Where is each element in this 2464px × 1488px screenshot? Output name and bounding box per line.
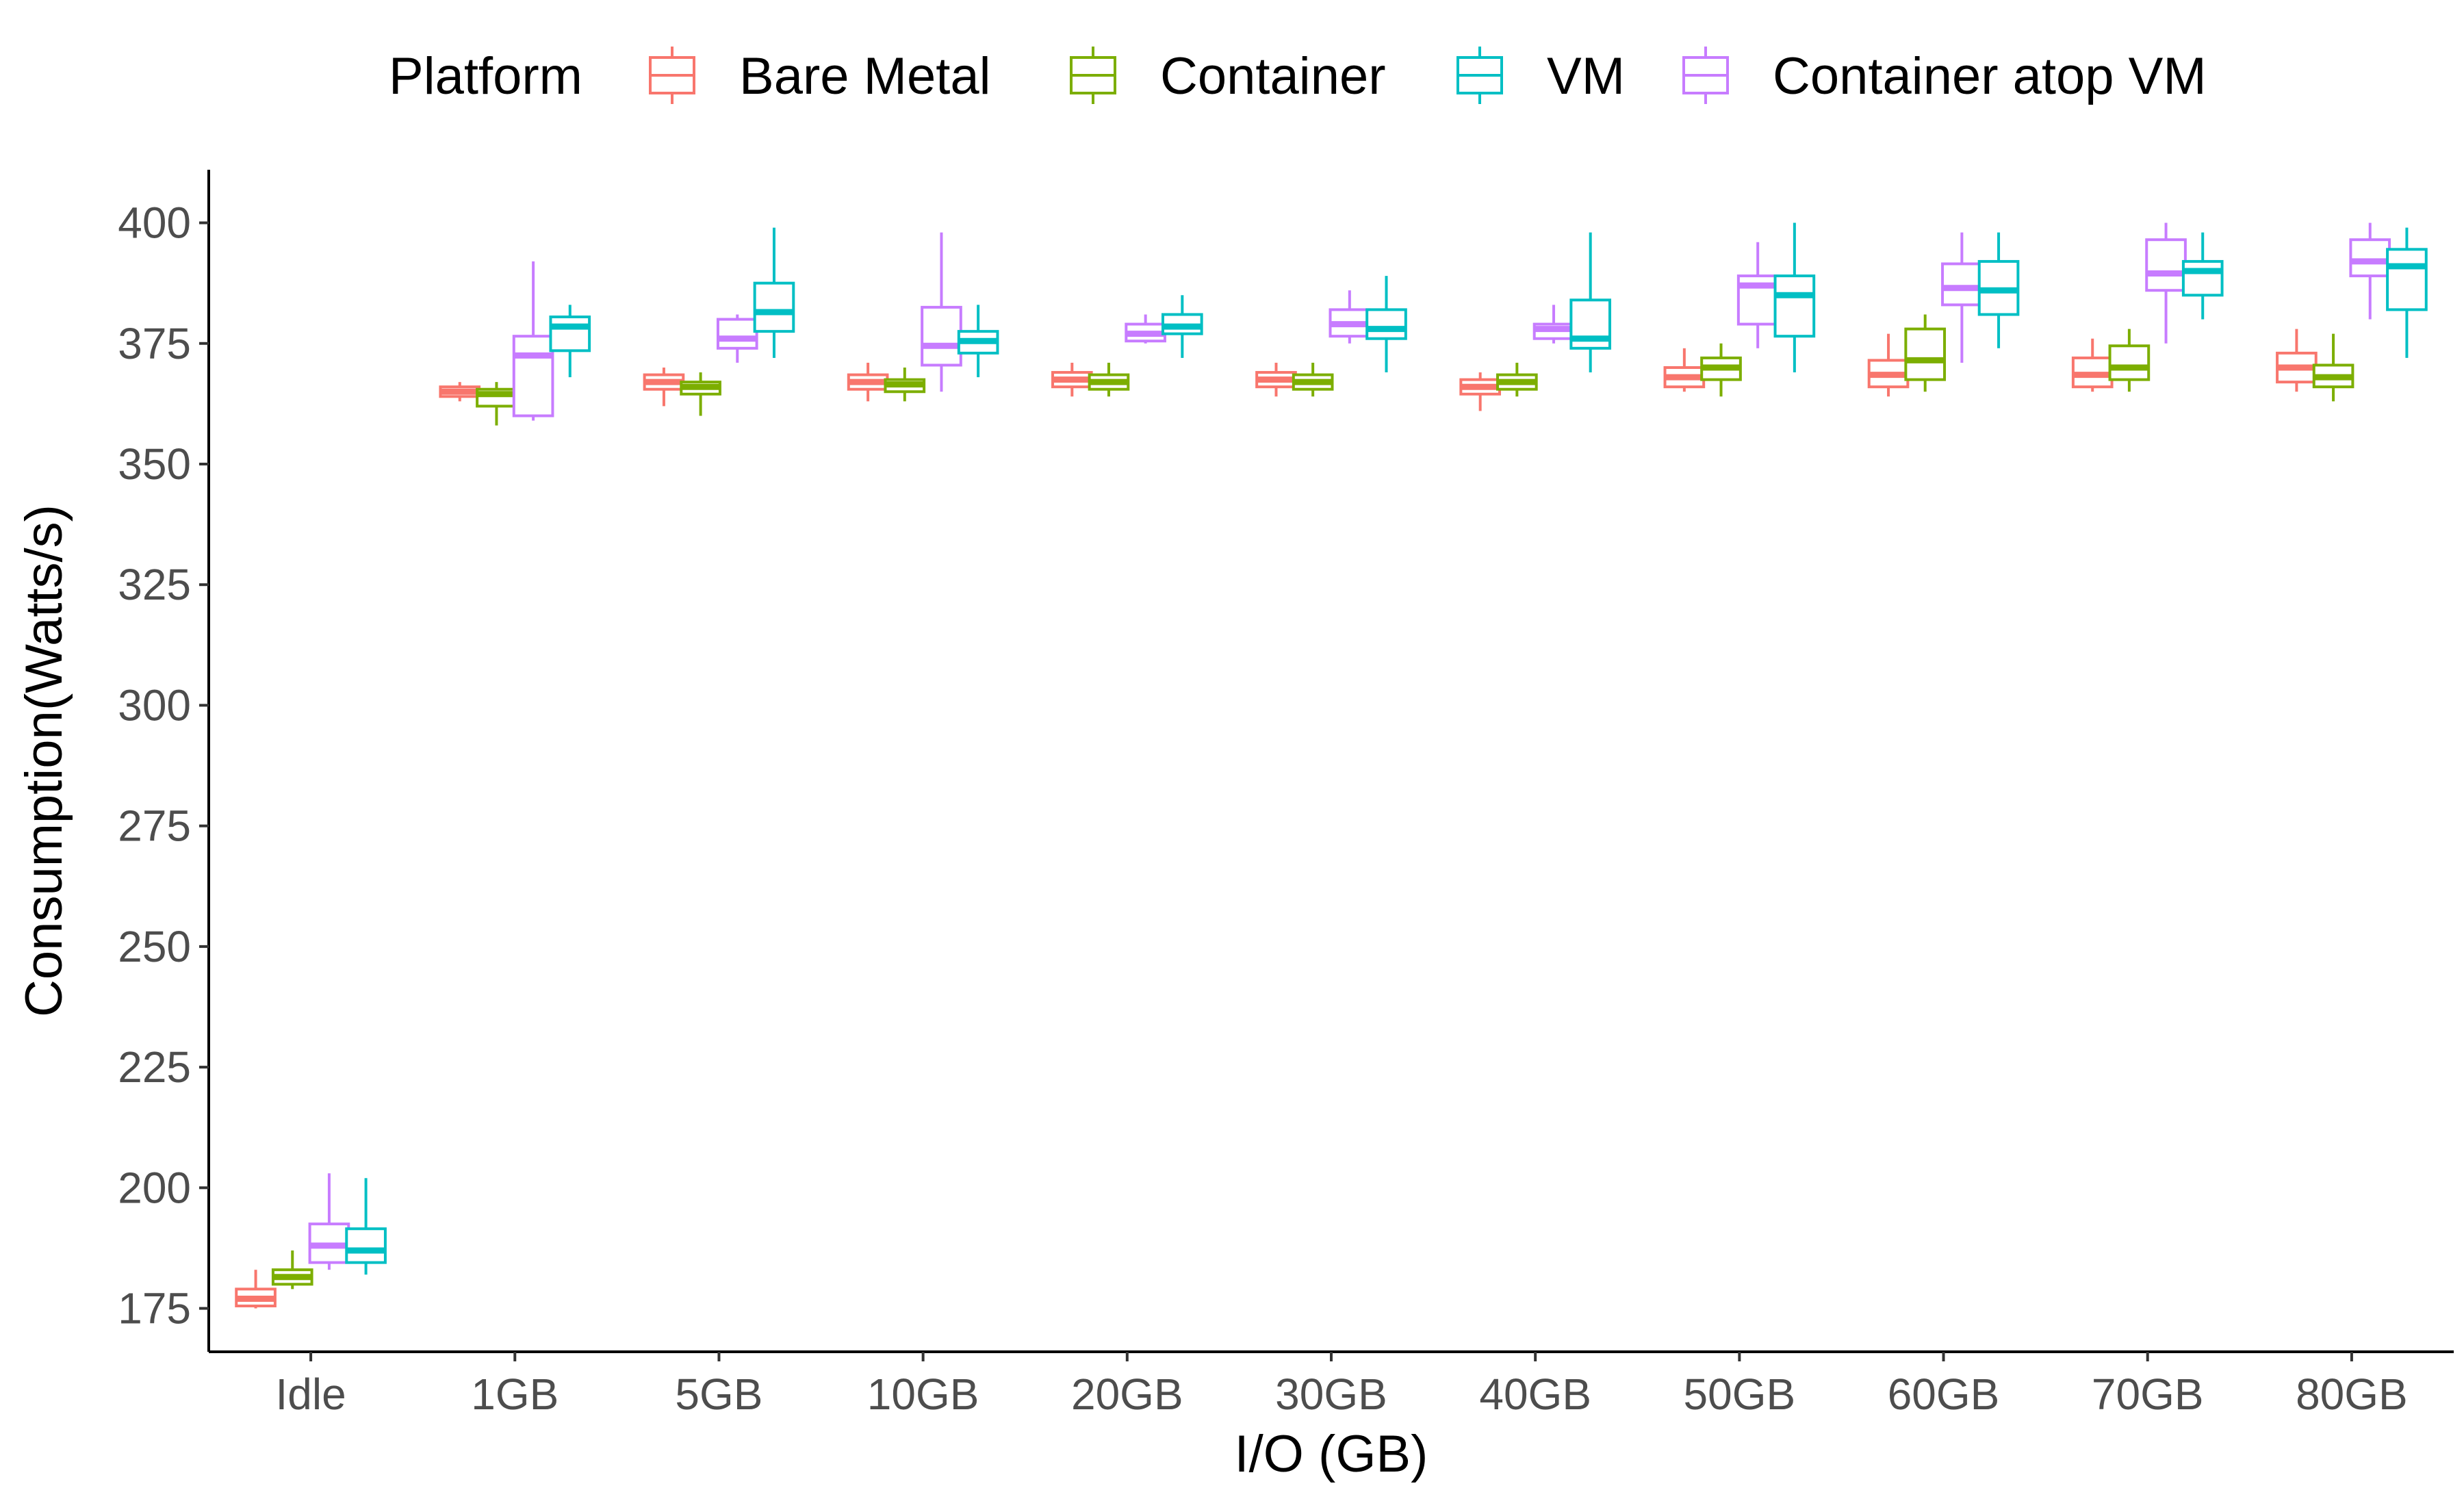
legend: Platform Bare Metal Container VM Container a… [389, 47, 2207, 105]
box-vm [1773, 222, 1816, 373]
box-vm [1569, 232, 1612, 373]
y-tick-label: 225 [118, 1042, 191, 1092]
y-tick-label: 350 [118, 439, 191, 489]
box-iqr [2386, 248, 2428, 311]
box-container [271, 1250, 313, 1290]
box-container-atop-vm [1329, 290, 1371, 344]
box-container [1496, 362, 1538, 397]
box-vm [549, 305, 591, 378]
box-bare-metal [235, 1270, 277, 1309]
y-tick-label: 400 [118, 198, 191, 248]
box-vm [345, 1178, 387, 1275]
box-container [1700, 343, 1742, 397]
box-iqr [716, 318, 758, 350]
box-container-atop-vm [1941, 232, 1983, 363]
box-container-atop-vm [2349, 222, 2391, 320]
box-container-atop-vm [308, 1173, 350, 1270]
box-bare-metal [1051, 362, 1093, 397]
box-container [2108, 329, 2151, 392]
box-container-atop-vm [1532, 305, 1575, 344]
legend-item-bare-metal: Bare Metal [649, 47, 991, 105]
x-tick-label: 80GB [2296, 1370, 2408, 1419]
y-tick-label: 175 [118, 1284, 191, 1333]
box-container [1088, 362, 1130, 397]
box-iqr [1941, 262, 1983, 307]
box-iqr [549, 315, 591, 352]
box-iqr [2181, 259, 2224, 297]
box-vm [2386, 227, 2428, 358]
box-iqr [1773, 274, 1816, 338]
x-tick-label: 5GB [675, 1370, 762, 1419]
x-tick-label: 60GB [1888, 1370, 2000, 1419]
box-iqr [2349, 238, 2391, 278]
legend-label: Container atop VM [1773, 47, 2207, 105]
legend-item-container: Container [1070, 47, 1386, 105]
x-tick-label: 20GB [1071, 1370, 1183, 1419]
box-vm [1162, 295, 1203, 358]
plot-area [235, 222, 2428, 1309]
box-iqr [2108, 344, 2151, 381]
y-tick-label: 275 [118, 801, 191, 851]
box-vm [753, 227, 795, 358]
y-tick-label: 325 [118, 560, 191, 609]
x-tick-label: 1GB [471, 1370, 559, 1419]
x-axis-title: I/O (GB) [1235, 1425, 1428, 1483]
x-tick-label: 10GB [867, 1370, 979, 1419]
x-tick-label: 40GB [1479, 1370, 1591, 1419]
y-axis: 175 200 225 250 275 300 325 350 375 400 [118, 170, 210, 1352]
box-bare-metal [439, 382, 481, 402]
box-container [884, 368, 926, 402]
box-bare-metal [2276, 329, 2318, 392]
box-container [1292, 362, 1334, 397]
legend-label: Bare Metal [739, 47, 991, 105]
box-container [680, 372, 721, 416]
y-tick-label: 200 [118, 1163, 191, 1212]
y-tick-label: 250 [118, 922, 191, 971]
legend-label: VM [1547, 47, 1625, 105]
x-tick-label: Idle [275, 1370, 346, 1419]
box-container-atop-vm [921, 232, 962, 392]
box-iqr [345, 1227, 387, 1264]
box-vm [957, 305, 999, 378]
box-vm [1365, 276, 1407, 373]
box-vm [2181, 232, 2224, 320]
box-iqr [2145, 238, 2187, 292]
box-iqr [921, 305, 962, 367]
box-iqr [1904, 327, 1947, 381]
y-axis-title: Consumption(Watts/s) [15, 504, 73, 1017]
box-container [476, 382, 517, 426]
box-container-atop-vm [512, 261, 554, 421]
box-iqr [512, 335, 554, 418]
x-axis: Idle 1GB 5GB 10GB 20GB 30GB 40GB 50GB 60GB 70GB 80… [209, 1350, 2454, 1419]
box-iqr [1365, 308, 1407, 340]
box-bare-metal [1663, 348, 1706, 392]
legend-title: Platform [389, 47, 582, 105]
box-container [1904, 314, 1947, 392]
box-vm [1977, 232, 2020, 348]
box-container-atop-vm [2145, 222, 2187, 344]
box-container [2312, 333, 2354, 402]
box-container-atop-vm [1736, 242, 1779, 348]
y-tick-label: 375 [118, 319, 191, 368]
legend-item-container-atop-vm: Container atop VM [1682, 47, 2207, 105]
box-bare-metal [2071, 338, 2114, 392]
x-tick-label: 50GB [1684, 1370, 1796, 1419]
box-container-atop-vm [1125, 314, 1166, 344]
legend-label: Container [1160, 47, 1386, 105]
x-tick-label: 30GB [1275, 1370, 1387, 1419]
box-bare-metal [1867, 333, 1910, 397]
box-bare-metal [643, 368, 685, 407]
box-bare-metal [1255, 362, 1297, 397]
x-tick-label: 70GB [2092, 1370, 2204, 1419]
y-tick-label: 300 [118, 680, 191, 730]
box-bare-metal [847, 362, 889, 402]
legend-item-vm: VM [1456, 47, 1625, 105]
box-bare-metal [1459, 372, 1502, 411]
box-container-atop-vm [716, 314, 758, 363]
box-iqr [753, 281, 795, 333]
